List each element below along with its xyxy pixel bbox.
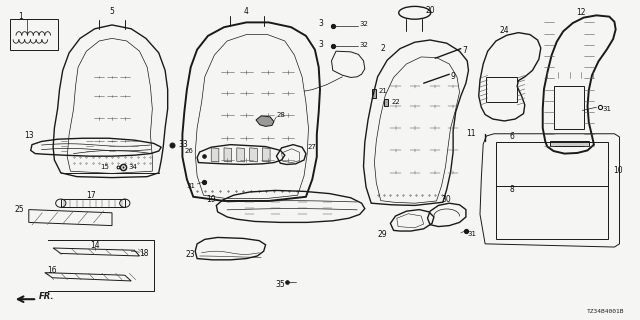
Text: 27: 27 [307,144,316,150]
Polygon shape [372,89,376,98]
Text: 23: 23 [186,250,195,259]
Text: 26: 26 [184,148,193,154]
Text: 32: 32 [360,43,369,48]
Text: 12: 12 [577,8,586,17]
Text: 31: 31 [467,231,476,236]
Text: 13: 13 [24,131,34,140]
Text: 6: 6 [509,132,515,141]
Text: 29: 29 [378,230,387,239]
Text: 35: 35 [275,280,285,289]
Text: 24: 24 [499,26,509,35]
Text: 18: 18 [140,249,149,258]
Text: 25: 25 [15,205,24,214]
Polygon shape [550,141,589,146]
Text: 8: 8 [509,185,515,194]
Bar [10,19,58,50]
Text: 28: 28 [276,112,285,118]
Polygon shape [211,148,219,162]
Text: TZ34B4001B: TZ34B4001B [586,308,624,314]
Text: 33: 33 [178,140,188,149]
Text: 21: 21 [379,88,388,94]
Text: FR.: FR. [38,292,54,301]
Polygon shape [384,99,388,106]
Text: 32: 32 [360,21,369,27]
Text: 19: 19 [207,195,216,204]
Text: 3: 3 [318,19,323,28]
Text: 2: 2 [381,44,385,53]
Polygon shape [250,148,257,162]
Polygon shape [237,148,244,162]
Text: 7: 7 [462,46,467,55]
Polygon shape [256,116,274,126]
Text: 31: 31 [187,183,196,188]
Text: 5: 5 [109,7,115,16]
Text: 10: 10 [613,166,623,175]
Text: 31: 31 [603,106,612,112]
Polygon shape [262,148,270,162]
Text: 34: 34 [128,164,137,170]
Polygon shape [224,148,232,162]
Text: 14: 14 [90,241,100,250]
Text: 16: 16 [47,266,58,275]
Text: 1: 1 [18,12,22,21]
Text: 9: 9 [451,72,456,81]
Text: 3: 3 [318,40,323,49]
Text: 15: 15 [100,164,109,170]
Text: 4: 4 [244,7,249,16]
Text: 30: 30 [442,196,452,204]
Text: 20: 20 [426,6,435,15]
Text: 17: 17 [86,191,96,200]
Text: 22: 22 [392,99,401,105]
Text: 11: 11 [466,129,476,138]
